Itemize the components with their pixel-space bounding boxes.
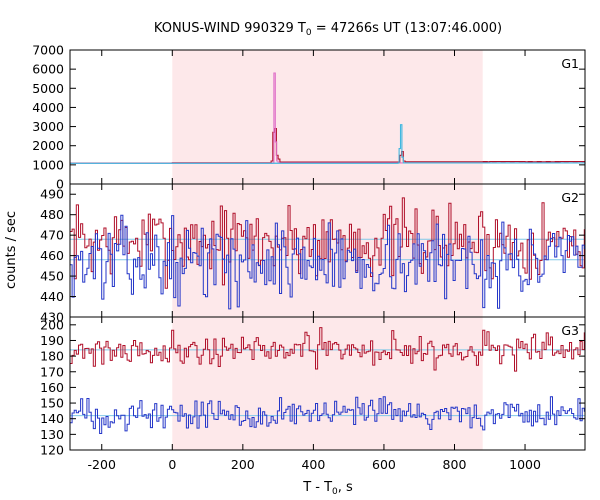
x-tick-label: 0 bbox=[168, 457, 176, 472]
series-red-histogram bbox=[70, 327, 585, 372]
plot-area: 01000200030004000500060007000G1430440450… bbox=[32, 43, 586, 472]
panel-g1: 0 1000 2000 3000 4000 5000 6000 7000 G1 bbox=[32, 43, 586, 192]
y-tick-label: 430 bbox=[40, 310, 64, 325]
y-axis-label: counts / sec bbox=[4, 211, 19, 289]
panel-frame bbox=[69, 316, 586, 451]
x-axis-label: T - T0, s bbox=[302, 480, 353, 497]
y-tick-label: 1000 bbox=[32, 157, 64, 172]
panel-label: G3 bbox=[561, 323, 579, 338]
y-tick-label: 170 bbox=[40, 364, 64, 379]
y-tick-label: 0 bbox=[56, 177, 64, 192]
y-tick-label: 150 bbox=[40, 396, 64, 411]
series-blue-histogram bbox=[70, 396, 585, 434]
y-tick-label: 190 bbox=[40, 333, 64, 348]
y-tick-label: 460 bbox=[40, 248, 64, 263]
x-tick-label: 400 bbox=[301, 457, 325, 472]
y-tick-label: 450 bbox=[40, 269, 64, 284]
y-tick-label: 2000 bbox=[32, 138, 64, 153]
y-tick-label: 200 bbox=[40, 317, 64, 332]
y-tick-label: 490 bbox=[40, 187, 64, 202]
series-cyan-line bbox=[70, 124, 586, 164]
y-tick-label: 120 bbox=[40, 443, 64, 458]
y-tick-label: 160 bbox=[40, 380, 64, 395]
x-tick-label: 200 bbox=[231, 457, 255, 472]
y-tick-label: 440 bbox=[40, 289, 64, 304]
y-tick-label: 5000 bbox=[32, 81, 64, 96]
chart-title: KONUS-WIND 990329 T0 = 47266s UT (13:07:… bbox=[154, 21, 502, 38]
y-tick-label: 6000 bbox=[32, 62, 64, 77]
y-tick-label: 180 bbox=[40, 349, 64, 364]
y-tick-label: 3000 bbox=[32, 119, 64, 134]
series-blue-histogram bbox=[70, 214, 585, 310]
y-tick-label: 4000 bbox=[32, 100, 64, 115]
panel-label: G1 bbox=[561, 56, 579, 71]
x-tick-label: 600 bbox=[372, 457, 396, 472]
y-tick-label: 130 bbox=[40, 427, 64, 442]
y-tick-label: 7000 bbox=[32, 43, 64, 58]
x-tick-label: -200 bbox=[88, 457, 116, 472]
y-tick-label: 140 bbox=[40, 411, 64, 426]
x-tick-label: 1000 bbox=[509, 457, 541, 472]
y-tick-label: 470 bbox=[40, 228, 64, 243]
y-tick-label: 480 bbox=[40, 207, 64, 222]
x-tick-label: 800 bbox=[443, 457, 467, 472]
panel-label: G2 bbox=[561, 190, 579, 205]
